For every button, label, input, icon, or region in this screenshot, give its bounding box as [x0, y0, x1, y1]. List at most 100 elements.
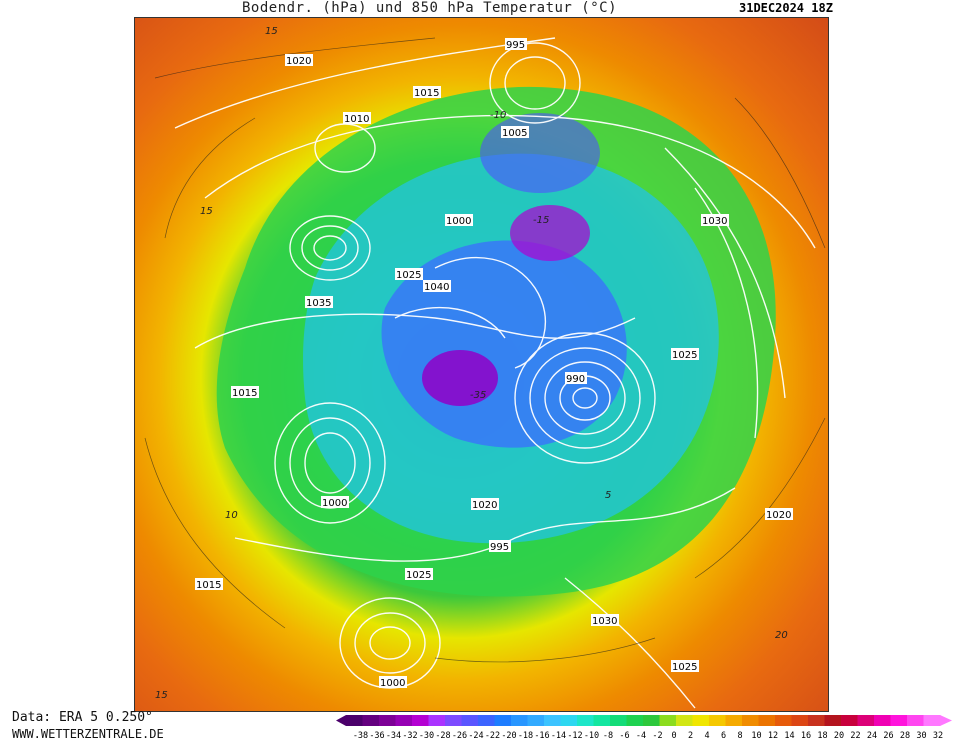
legend-tick-label: 16 [801, 731, 811, 741]
isobar-label: 1020 [765, 508, 793, 521]
isobars [174, 37, 816, 709]
legend-swatch [478, 715, 495, 726]
legend-swatch [379, 715, 396, 726]
legend-tick-label: -6 [619, 731, 629, 741]
temperature-label: -35 [470, 390, 486, 401]
isobar-label: 1000 [321, 496, 349, 509]
legend-tick-label: 4 [704, 731, 709, 741]
legend-tick-label: -30 [419, 731, 434, 741]
legend-swatch [742, 715, 759, 726]
legend-tick-label: -8 [603, 731, 613, 741]
svg-text:1025: 1025 [672, 350, 697, 361]
legend-swatch [775, 715, 792, 726]
isobar-label: 995 [505, 38, 527, 51]
legend-swatch [824, 715, 842, 726]
temperature-label: 5 [605, 490, 611, 501]
legend-tick-label: -4 [636, 731, 646, 741]
legend-swatch [560, 715, 578, 726]
legend-swatch [428, 715, 446, 726]
data-source: Data: ERA 5 0.250° [12, 710, 153, 725]
legend-swatch [544, 715, 561, 726]
svg-text:995: 995 [490, 542, 509, 553]
temperature-label: 10 [225, 510, 238, 521]
legend-tick-label: -22 [485, 731, 500, 741]
legend-tick-label: 18 [817, 731, 827, 741]
legend-ticks: -38 -36 -34 -32 -30 -28 -26 -24 -22 -20 -18 -16 -14-… [353, 731, 943, 741]
legend-tick-label: -2 [652, 731, 662, 741]
legend-swatch [346, 715, 363, 726]
temperature-label: -15 [533, 215, 549, 226]
isobar-label: 1030 [701, 214, 729, 227]
legend-tick-label: 28 [900, 731, 910, 741]
svg-text:990: 990 [566, 374, 585, 385]
temperature-label: 15 [265, 26, 278, 37]
isobar-label: 1030 [591, 614, 619, 627]
valid-time: 31DEC2024 18Z [739, 1, 833, 15]
isobar-label: 1015 [231, 386, 259, 399]
legend-tick-label: -32 [402, 731, 417, 741]
legend-swatch [494, 715, 512, 726]
chart-title: Bodendr. (hPa) und 850 hPa Temperatur (°… [242, 0, 618, 16]
legend-tick-label: 22 [850, 731, 860, 741]
legend-swatch [511, 715, 528, 726]
legend-swatch [626, 715, 644, 726]
isobar-label: 1000 [379, 676, 407, 689]
legend-swatch [412, 715, 429, 726]
svg-text:1025: 1025 [406, 570, 431, 581]
legend-tick-label: 12 [768, 731, 778, 741]
svg-text:1015: 1015 [196, 580, 221, 591]
legend-swatch [610, 715, 627, 726]
legend-tick-label: 30 [916, 731, 926, 741]
legend-swatch [857, 715, 875, 726]
legend-tick-label: 2 [688, 731, 693, 741]
legend-tick-label: 14 [784, 731, 794, 741]
svg-text:1025: 1025 [672, 662, 697, 673]
weather-map: 1020 1015 1010 1005 1000 995 990 1025 10… [134, 17, 829, 712]
temperature-label: 20 [775, 630, 788, 641]
isobar-label: 990 [565, 372, 587, 385]
svg-text:1020: 1020 [766, 510, 791, 521]
legend-swatch [676, 715, 693, 726]
isobar-label: 1025 [395, 268, 423, 281]
legend-tick-label: -24 [468, 731, 483, 741]
legend-colorbar [336, 715, 952, 726]
svg-text:1020: 1020 [472, 500, 497, 511]
legend-tick-label: 10 [751, 731, 761, 741]
legend-swatch [841, 715, 858, 726]
isobar-label: 1035 [305, 296, 333, 309]
isobar-label: 1015 [413, 86, 441, 99]
svg-text:995: 995 [506, 40, 525, 51]
legend-arrow-right [940, 715, 952, 726]
legend-tick-label: -36 [369, 731, 384, 741]
legend-swatch [874, 715, 891, 726]
isobar-label: 1040 [423, 280, 451, 293]
legend-swatch [461, 715, 479, 726]
svg-text:1000: 1000 [446, 216, 471, 227]
legend-swatch [659, 715, 677, 726]
isobar-label: 1005 [501, 126, 529, 139]
legend-swatch [362, 715, 380, 726]
isobar-label: 1020 [285, 54, 313, 67]
svg-text:1015: 1015 [232, 388, 257, 399]
isobar-label: 1015 [195, 578, 223, 591]
legend-tick-label: 20 [834, 731, 844, 741]
svg-text:1035: 1035 [306, 298, 331, 309]
svg-text:1030: 1030 [702, 216, 727, 227]
svg-text:1010: 1010 [344, 114, 369, 125]
temperature-label: 15 [200, 206, 213, 217]
legend-tick-label: -26 [452, 731, 467, 741]
svg-text:1005: 1005 [502, 128, 527, 139]
legend-swatch [692, 715, 710, 726]
svg-text:1025: 1025 [396, 270, 421, 281]
legend-swatch [395, 715, 413, 726]
isobar-label: 1000 [445, 214, 473, 227]
svg-text:1030: 1030 [592, 616, 617, 627]
legend-tick-label: -14 [551, 731, 566, 741]
legend-tick-label: 8 [737, 731, 742, 741]
cold-pool-siberia [510, 205, 590, 261]
legend-swatch [527, 715, 545, 726]
legend-tick-label: -20 [501, 731, 516, 741]
legend-swatch [808, 715, 825, 726]
legend-tick-label: -10 [584, 731, 599, 741]
legend-swatch [890, 715, 908, 726]
